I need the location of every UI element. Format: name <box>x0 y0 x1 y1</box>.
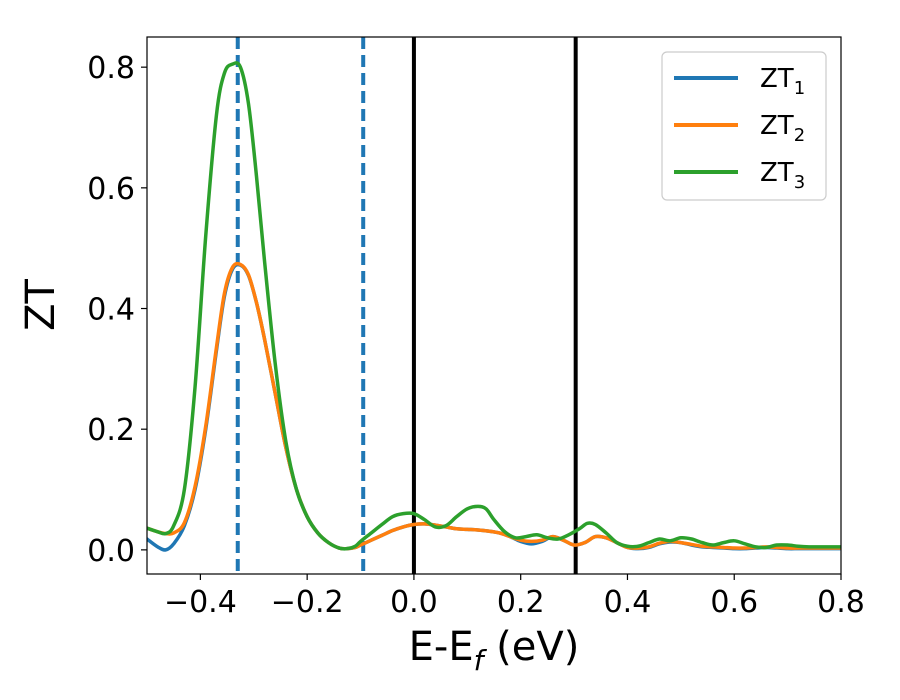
y-tick-label: 0.4 <box>87 293 135 328</box>
x-axis-label: E-Ef (eV) <box>409 624 580 677</box>
x-tick-label: 0.0 <box>390 585 438 620</box>
x-tick-label: 0.4 <box>604 585 652 620</box>
y-axis-label: ZT <box>18 279 64 331</box>
series-lines <box>147 61 841 552</box>
x-axis-label-unit: (eV) <box>483 624 579 670</box>
legend-label-zt2: ZT2 <box>760 111 805 146</box>
axis-ticks: −0.4 −0.2 0.0 0.2 0.4 0.6 0.8 0.0 0.2 0.4 0.6 0.8 <box>87 51 865 620</box>
x-tick-label: 0.2 <box>497 585 545 620</box>
legend-label-zt3: ZT3 <box>760 158 805 193</box>
x-tick-label: 0.6 <box>710 585 758 620</box>
series-line-zt2 <box>147 261 841 551</box>
x-axis-label-main: E-E <box>409 624 474 670</box>
series-line-zt1 <box>147 262 841 552</box>
x-tick-label: −0.2 <box>271 585 344 620</box>
x-tick-label: −0.4 <box>164 585 237 620</box>
y-tick-label: 0.2 <box>87 413 135 448</box>
reference-lines <box>235 37 578 574</box>
series-line-zt3 <box>147 61 841 551</box>
x-tick-label: 0.8 <box>817 585 865 620</box>
axes-frame <box>146 36 842 575</box>
y-tick-label: 0.0 <box>87 534 135 569</box>
legend: ZT1 ZT2 ZT3 <box>661 51 827 201</box>
y-tick-label: 0.8 <box>87 51 135 86</box>
y-tick-label: 0.6 <box>87 172 135 207</box>
legend-box <box>661 51 827 201</box>
legend-label-zt1: ZT1 <box>760 64 805 99</box>
